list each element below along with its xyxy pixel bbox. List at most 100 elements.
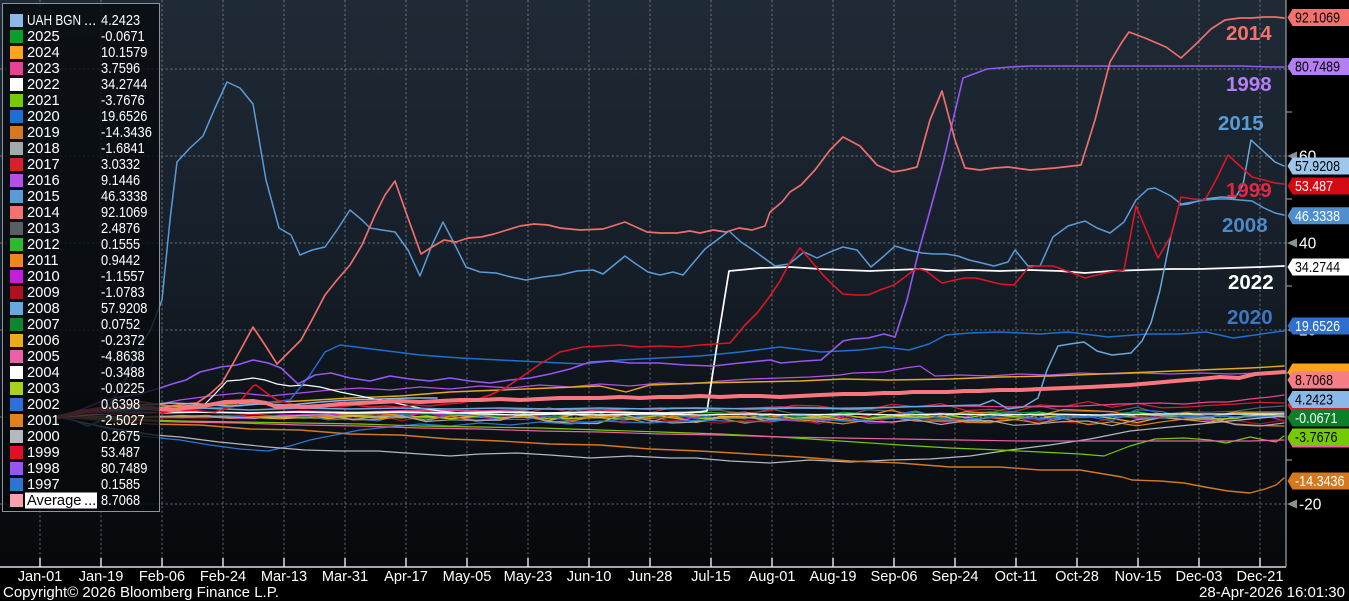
svg-text:-4.8638: -4.8638: [101, 349, 145, 365]
svg-text:8.7068: 8.7068: [1295, 372, 1333, 389]
svg-text:-20: -20: [1299, 496, 1322, 513]
svg-text:-1.0783: -1.0783: [101, 285, 145, 301]
svg-text:2016: 2016: [27, 173, 60, 189]
svg-text:-2.5027: -2.5027: [101, 413, 145, 429]
svg-text:2023: 2023: [27, 61, 60, 77]
svg-text:2012: 2012: [27, 237, 60, 253]
svg-text:46.3338: 46.3338: [101, 189, 147, 205]
svg-text:1997: 1997: [27, 477, 60, 493]
svg-text:2024: 2024: [27, 45, 60, 61]
svg-text:-14.3436: -14.3436: [101, 125, 152, 141]
svg-text:-0.0671: -0.0671: [1295, 410, 1338, 427]
svg-text:Feb-24: Feb-24: [200, 569, 246, 585]
svg-text:Jan-01: Jan-01: [18, 569, 63, 585]
svg-text:2021: 2021: [27, 93, 60, 109]
svg-text:-0.2372: -0.2372: [101, 333, 145, 349]
svg-text:1998: 1998: [1226, 73, 1272, 96]
svg-text:92.1069: 92.1069: [1295, 10, 1340, 27]
svg-text:-1.6841: -1.6841: [101, 141, 145, 157]
svg-text:Aug-19: Aug-19: [809, 569, 856, 585]
svg-text:2015: 2015: [1218, 112, 1264, 135]
svg-text:UAH BGN: UAH BGN: [27, 13, 81, 29]
svg-text:2022: 2022: [27, 77, 60, 93]
svg-text:80.7489: 80.7489: [1295, 59, 1340, 76]
svg-text:28-Apr-2026 16:01:30: 28-Apr-2026 16:01:30: [1199, 584, 1345, 601]
svg-text:2014: 2014: [27, 205, 60, 221]
svg-text:Jun-28: Jun-28: [628, 569, 673, 585]
svg-text:2013: 2013: [27, 221, 60, 237]
svg-text:2015: 2015: [27, 189, 60, 205]
svg-text:Feb-06: Feb-06: [139, 569, 185, 585]
svg-text:8.7068: 8.7068: [101, 493, 140, 509]
svg-text:1999: 1999: [27, 445, 60, 461]
svg-text:40: 40: [1299, 235, 1317, 252]
svg-text:34.2744: 34.2744: [1295, 259, 1340, 276]
svg-text:2001: 2001: [27, 413, 60, 429]
svg-text:May-05: May-05: [443, 569, 492, 585]
svg-text:Sep-24: Sep-24: [931, 569, 978, 585]
svg-text:2020: 2020: [1227, 306, 1273, 329]
svg-text:0.0752: 0.0752: [101, 317, 140, 333]
svg-text:9.1446: 9.1446: [101, 173, 140, 189]
svg-text:Mar-13: Mar-13: [261, 569, 307, 585]
svg-text:-0.0671: -0.0671: [101, 29, 145, 45]
svg-text:Oct-11: Oct-11: [995, 569, 1038, 585]
svg-text:0.1585: 0.1585: [101, 477, 140, 493]
svg-text:0.2675: 0.2675: [101, 429, 140, 445]
svg-text:2005: 2005: [27, 349, 60, 365]
svg-text:Jan-19: Jan-19: [79, 569, 124, 585]
svg-text:...: ...: [84, 13, 96, 29]
svg-text:2008: 2008: [27, 301, 60, 317]
svg-text:34.2744: 34.2744: [101, 77, 147, 93]
svg-text:2011: 2011: [27, 253, 59, 269]
svg-text:Jun-10: Jun-10: [567, 569, 612, 585]
svg-text:2003: 2003: [27, 381, 60, 397]
svg-text:Oct-28: Oct-28: [1055, 569, 1099, 585]
svg-text:2006: 2006: [27, 333, 60, 349]
svg-text:Apr-17: Apr-17: [384, 569, 428, 585]
svg-text:0.9442: 0.9442: [101, 253, 140, 269]
svg-text:Dec-21: Dec-21: [1236, 569, 1283, 585]
svg-text:0.1555: 0.1555: [101, 237, 140, 253]
svg-text:53.487: 53.487: [1295, 178, 1333, 195]
svg-text:3.0332: 3.0332: [101, 157, 140, 173]
svg-text:Copyright© 2026 Bloomberg Fina: Copyright© 2026 Bloomberg Finance L.P.: [3, 584, 279, 601]
svg-text:Jul-15: Jul-15: [691, 569, 731, 585]
svg-text:2007: 2007: [27, 317, 60, 333]
svg-text:2000: 2000: [27, 429, 60, 445]
svg-text:-0.0225: -0.0225: [101, 381, 145, 397]
svg-text:Dec-03: Dec-03: [1175, 569, 1222, 585]
svg-text:92.1069: 92.1069: [101, 205, 147, 221]
svg-text:2.4876: 2.4876: [101, 221, 140, 237]
svg-text:57.9208: 57.9208: [101, 301, 147, 317]
svg-text:Mar-31: Mar-31: [322, 569, 368, 585]
svg-text:May-23: May-23: [504, 569, 553, 585]
svg-text:-3.7676: -3.7676: [101, 93, 145, 109]
svg-text:57.9208: 57.9208: [1295, 158, 1340, 175]
svg-text:19.6526: 19.6526: [101, 109, 147, 125]
svg-text:-0.3488: -0.3488: [101, 365, 145, 381]
svg-text:0.6398: 0.6398: [101, 397, 140, 413]
svg-text:-3.7676: -3.7676: [1295, 429, 1338, 446]
svg-text:2014: 2014: [1226, 22, 1272, 45]
svg-text:Average: Average: [27, 493, 81, 509]
svg-text:2008: 2008: [1222, 214, 1268, 237]
svg-text:Nov-15: Nov-15: [1114, 569, 1161, 585]
svg-text:2017: 2017: [27, 157, 60, 173]
svg-text:2004: 2004: [27, 365, 60, 381]
svg-text:2002: 2002: [27, 397, 60, 413]
svg-text:2019: 2019: [27, 125, 60, 141]
svg-text:...: ...: [84, 493, 96, 509]
svg-text:2020: 2020: [27, 109, 60, 125]
svg-text:-1.1557: -1.1557: [101, 269, 145, 285]
svg-text:Aug-01: Aug-01: [748, 569, 795, 585]
svg-text:Sep-06: Sep-06: [870, 569, 917, 585]
svg-text:53.487: 53.487: [101, 445, 140, 461]
svg-text:2009: 2009: [27, 285, 60, 301]
svg-text:2010: 2010: [27, 269, 60, 285]
svg-text:4.2423: 4.2423: [1295, 392, 1333, 409]
svg-text:10.1579: 10.1579: [101, 45, 147, 61]
svg-text:1999: 1999: [1226, 179, 1272, 202]
svg-text:2018: 2018: [27, 141, 60, 157]
svg-text:2025: 2025: [27, 29, 60, 45]
